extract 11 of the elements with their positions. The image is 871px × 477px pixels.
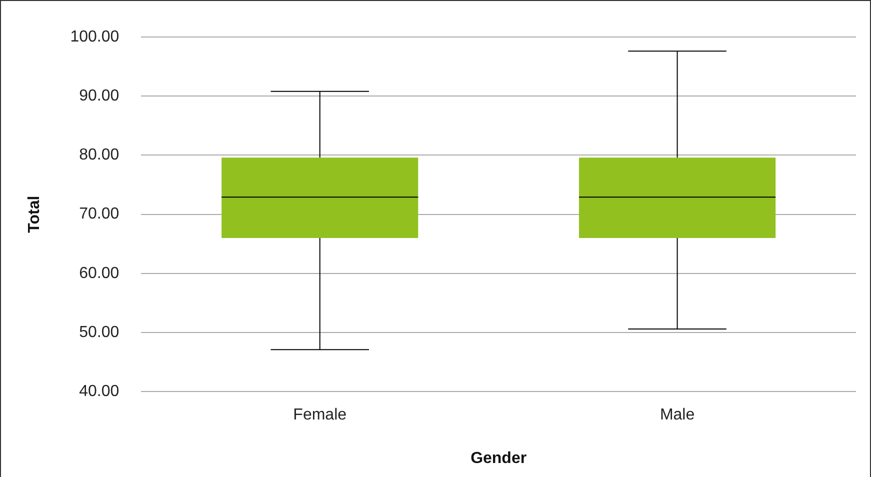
y-tick-label: 70.00 <box>79 206 120 223</box>
y-tick-label: 40.00 <box>79 383 120 400</box>
y-tick-label: 60.00 <box>79 264 120 282</box>
y-tick-label: 50.00 <box>79 324 120 341</box>
y-tick-label: 80.00 <box>79 146 120 164</box>
x-axis-title: Gender <box>470 450 527 467</box>
x-tick-label: Male <box>660 406 695 424</box>
y-tick-label: 100.00 <box>70 28 120 46</box>
y-axis-title: Total <box>26 196 44 233</box>
y-tick-label: 90.00 <box>79 88 120 105</box>
x-tick-label: Female <box>293 406 347 424</box>
